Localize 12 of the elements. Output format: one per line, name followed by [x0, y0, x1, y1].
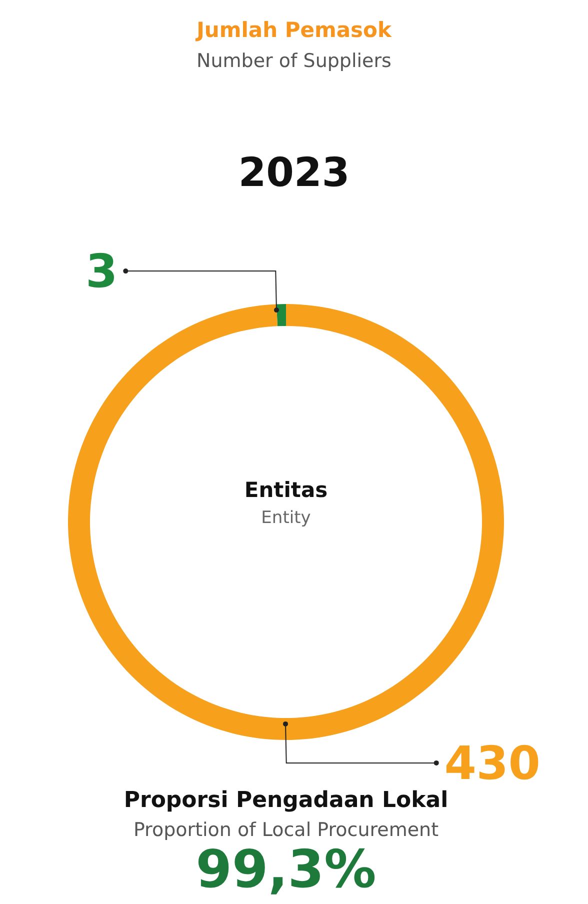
donut-slice [276, 304, 286, 326]
text: Proporsi Pengadaan Lokal [122, 788, 450, 813]
text: Proportion of Local Procurement [132, 819, 440, 841]
data-label: 430 [444, 736, 540, 790]
data-label: 3 [86, 244, 118, 298]
text: Entitas [243, 478, 329, 502]
donut-slice [68, 304, 504, 740]
text: Entity [260, 508, 312, 528]
chart-subtitle: Number of Suppliers [196, 50, 392, 72]
text: 99,3% [194, 840, 378, 900]
chart-title: Jumlah Pemasok [194, 18, 393, 42]
text: 2023 [237, 150, 351, 196]
